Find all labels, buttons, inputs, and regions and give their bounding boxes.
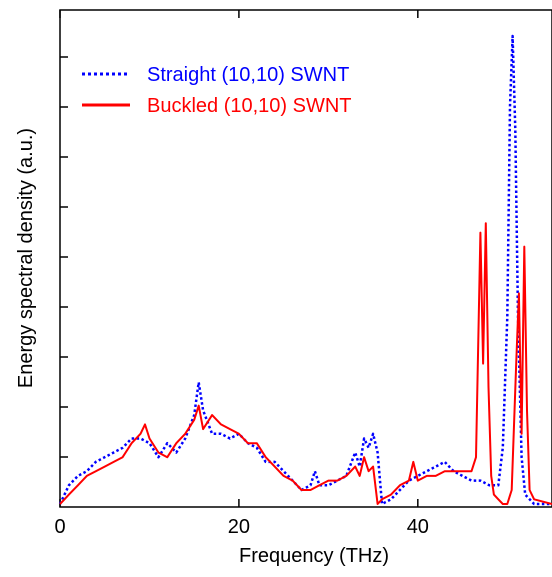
x-axis-ticks: 0 20 40 (54, 10, 429, 538)
x-axis-label: Frequency (THz) (239, 545, 389, 567)
y-axis-label: Energy spectral density (a.u.) (15, 128, 37, 388)
x-tick-label: 0 (54, 516, 65, 538)
legend-label-buckled: Buckled (10,10) SWNT (147, 95, 352, 117)
plot-frame (59, 9, 552, 508)
x-tick-label: 40 (407, 516, 429, 538)
legend-label-straight: Straight (10,10) SWNT (147, 64, 349, 86)
y-axis-ticks (60, 56, 68, 458)
series-layer (58, 34, 552, 506)
series-line-buckled (59, 222, 552, 505)
legend: Straight (10,10) SWNT Buckled (10,10) SW… (82, 64, 352, 117)
x-tick-label: 20 (228, 516, 250, 538)
series-line-straight (58, 34, 552, 506)
